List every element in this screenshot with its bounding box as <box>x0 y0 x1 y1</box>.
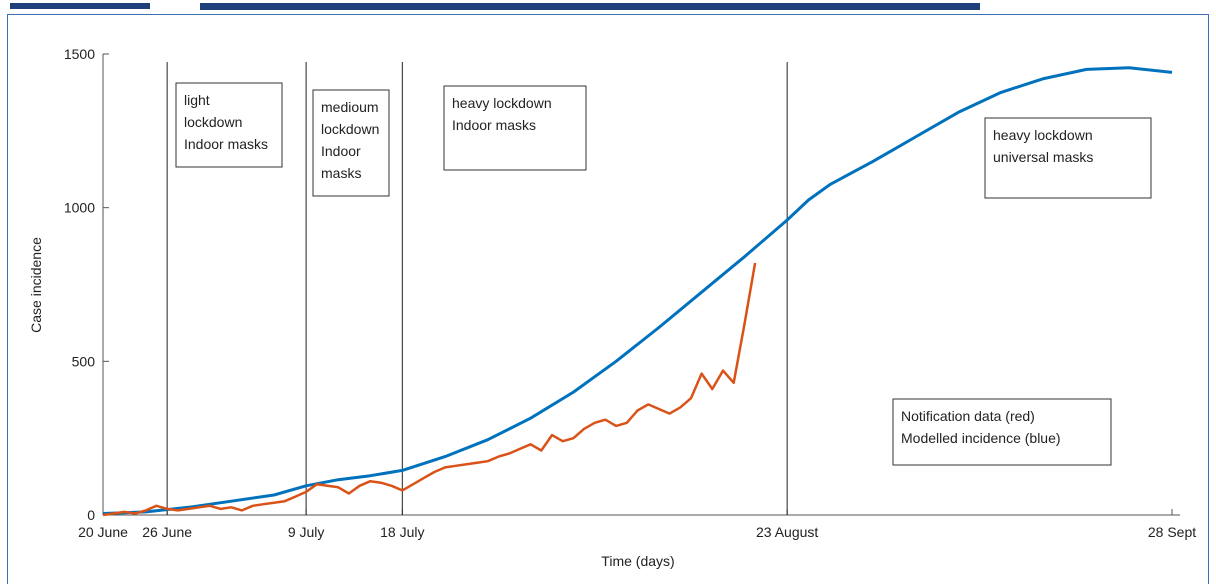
phase-annotation-text: Indoor masks <box>184 136 268 152</box>
phase-annotation-box <box>443 85 587 171</box>
y-tick-label: 1000 <box>64 200 95 216</box>
y-tick-label: 1500 <box>64 46 95 62</box>
x-tick-label: 20 June <box>78 524 128 540</box>
notification-series-line <box>102 262 757 517</box>
phase-annotation-text: lockdown <box>184 114 242 130</box>
x-tick-label: 28 Sept <box>1148 524 1196 540</box>
modelled-series-line <box>102 66 1173 515</box>
chart-axes <box>102 54 1180 516</box>
phase-annotation-text: light <box>184 92 210 108</box>
x-axis-label: Time (days) <box>601 553 674 569</box>
phase-annotation-text: heavy lockdown <box>993 127 1093 143</box>
phase-annotation-box <box>175 82 283 168</box>
cropped-header-banner <box>0 0 1216 10</box>
x-tick-label: 9 July <box>288 524 325 540</box>
phase-annotation-text: Indoor masks <box>452 117 536 133</box>
legend-note: Notification data (red) Modelled incidenc… <box>892 398 1112 466</box>
y-tick-label: 0 <box>87 507 95 523</box>
x-tick-label: 18 July <box>380 524 424 540</box>
y-tick-label: 500 <box>72 353 96 369</box>
x-ticks: 20 June 26 June 9 July 18 July 23 August 28 S… <box>78 509 1196 540</box>
y-ticks: 0 500 1000 1500 <box>64 46 109 523</box>
phase-annotations: light lockdown Indoor masks medioum lockdown… <box>175 82 1152 199</box>
x-tick-label: 23 August <box>756 524 818 540</box>
phase-markers <box>166 62 788 515</box>
phase-annotation-box <box>312 89 390 197</box>
phase-annotation-text: masks <box>321 165 361 181</box>
figure-frame <box>7 14 1209 584</box>
cropped-header-banner-graphic <box>0 3 1216 10</box>
phase-annotation-text: Indoor <box>321 143 361 159</box>
series-layer <box>102 66 1173 517</box>
phase-annotation-text: medioum <box>321 99 379 115</box>
phase-annotation-box <box>984 117 1152 199</box>
legend-note-text: Notification data (red) <box>901 408 1035 424</box>
legend-note-text: Modelled incidence (blue) <box>901 430 1061 446</box>
x-tick-label: 26 June <box>142 524 192 540</box>
phase-annotation-text: heavy lockdown <box>452 95 552 111</box>
legend-note-box <box>892 398 1112 466</box>
y-axis-label: Case incidence <box>28 237 44 333</box>
phase-annotation-text: universal masks <box>993 149 1093 165</box>
phase-annotation-text: lockdown <box>321 121 379 137</box>
